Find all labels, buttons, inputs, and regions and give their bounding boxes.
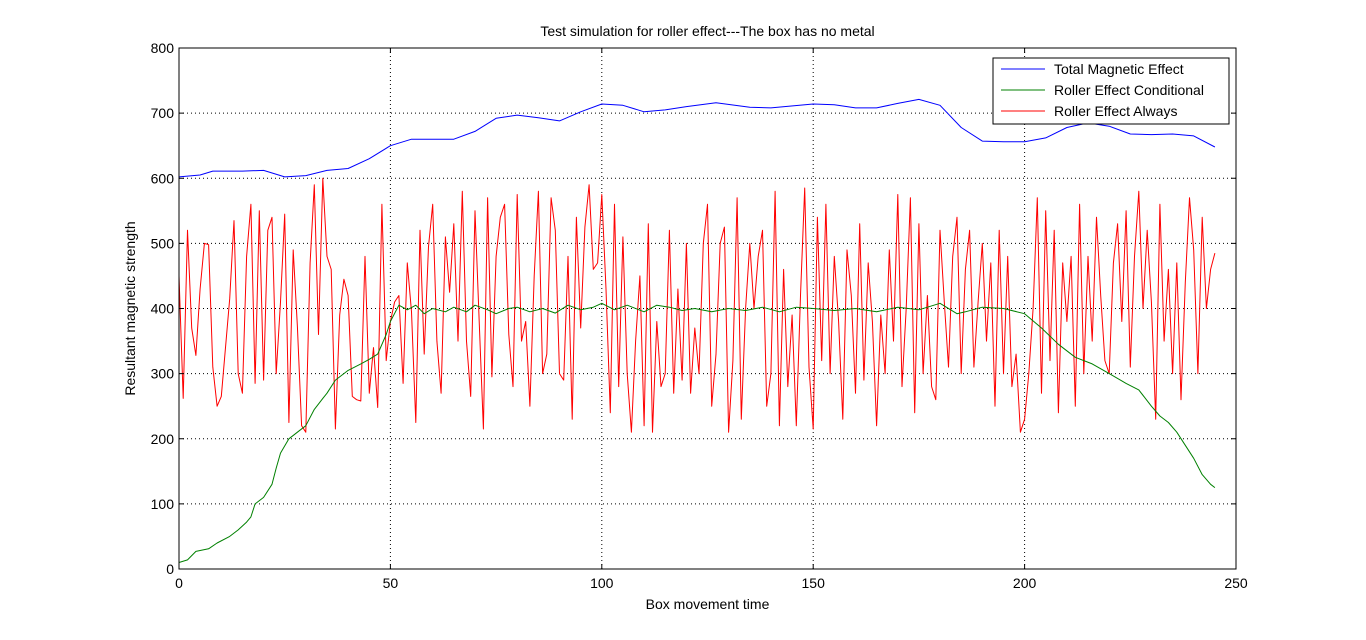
legend-label-3: Roller Effect Always: [1054, 103, 1177, 119]
x-tick-label: 100: [590, 575, 614, 591]
y-tick-label: 300: [151, 366, 175, 382]
axis-ticks: 0 50 100 150 200 250 0 100 200 300 400 500 600 700 800: [151, 40, 1248, 591]
x-tick-label: 150: [802, 575, 826, 591]
series-lines: [178, 98, 1216, 563]
x-axis-title: Box movement time: [646, 596, 770, 612]
y-axis-title: Resultant magnetic strength: [122, 221, 138, 395]
series-line-3: [178, 177, 1216, 433]
x-tick-label: 0: [175, 575, 183, 591]
series-line-1: [178, 98, 1216, 178]
legend: Total Magnetic Effect Roller Effect Condi…: [992, 57, 1230, 125]
x-tick-label: 200: [1013, 575, 1037, 591]
chart-title: Test simulation for roller effect---The …: [540, 23, 874, 39]
x-tick-label: 250: [1224, 575, 1248, 591]
y-tick-label: 600: [151, 170, 175, 186]
y-tick-label: 500: [151, 235, 175, 251]
x-tick-label: 50: [383, 575, 399, 591]
legend-label-2: Roller Effect Conditional: [1054, 82, 1204, 98]
y-tick-label: 700: [151, 105, 175, 121]
legend-label-1: Total Magnetic Effect: [1054, 61, 1184, 77]
y-tick-label: 200: [151, 431, 175, 447]
series-line-2: [178, 302, 1216, 563]
y-tick-label: 800: [151, 40, 175, 56]
y-tick-label: 0: [166, 561, 174, 577]
y-tick-label: 400: [151, 301, 175, 317]
y-tick-label: 100: [151, 496, 175, 512]
